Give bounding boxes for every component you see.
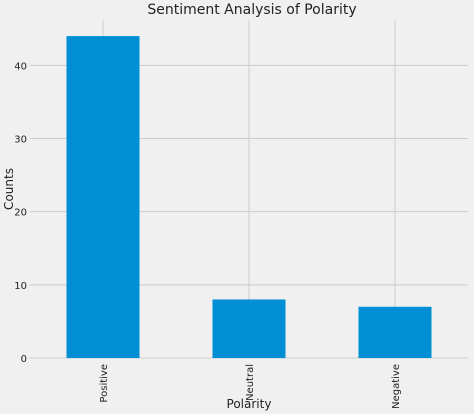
y-axis-ticks: 0 10 20 30 40	[14, 61, 27, 365]
bar-series	[66, 36, 432, 358]
bar-neutral	[212, 299, 286, 358]
x-tick-label: Positive	[99, 364, 110, 403]
y-tick-label: 40	[14, 61, 27, 72]
bar-negative	[358, 306, 432, 358]
chart-title: Sentiment Analysis of Polarity	[147, 2, 356, 18]
x-axis-label: Polarity	[227, 397, 272, 411]
y-tick-label: 30	[14, 135, 27, 146]
x-tick-label: Neutral	[245, 364, 256, 401]
x-tick-label: Negative	[391, 364, 402, 409]
bar-positive	[66, 36, 140, 358]
x-axis-ticks: Positive Neutral Negative	[99, 364, 402, 409]
y-tick-label: 10	[14, 281, 27, 292]
y-axis-label: Counts	[2, 168, 16, 210]
y-tick-label: 0	[21, 354, 27, 365]
y-tick-label: 20	[14, 208, 27, 219]
